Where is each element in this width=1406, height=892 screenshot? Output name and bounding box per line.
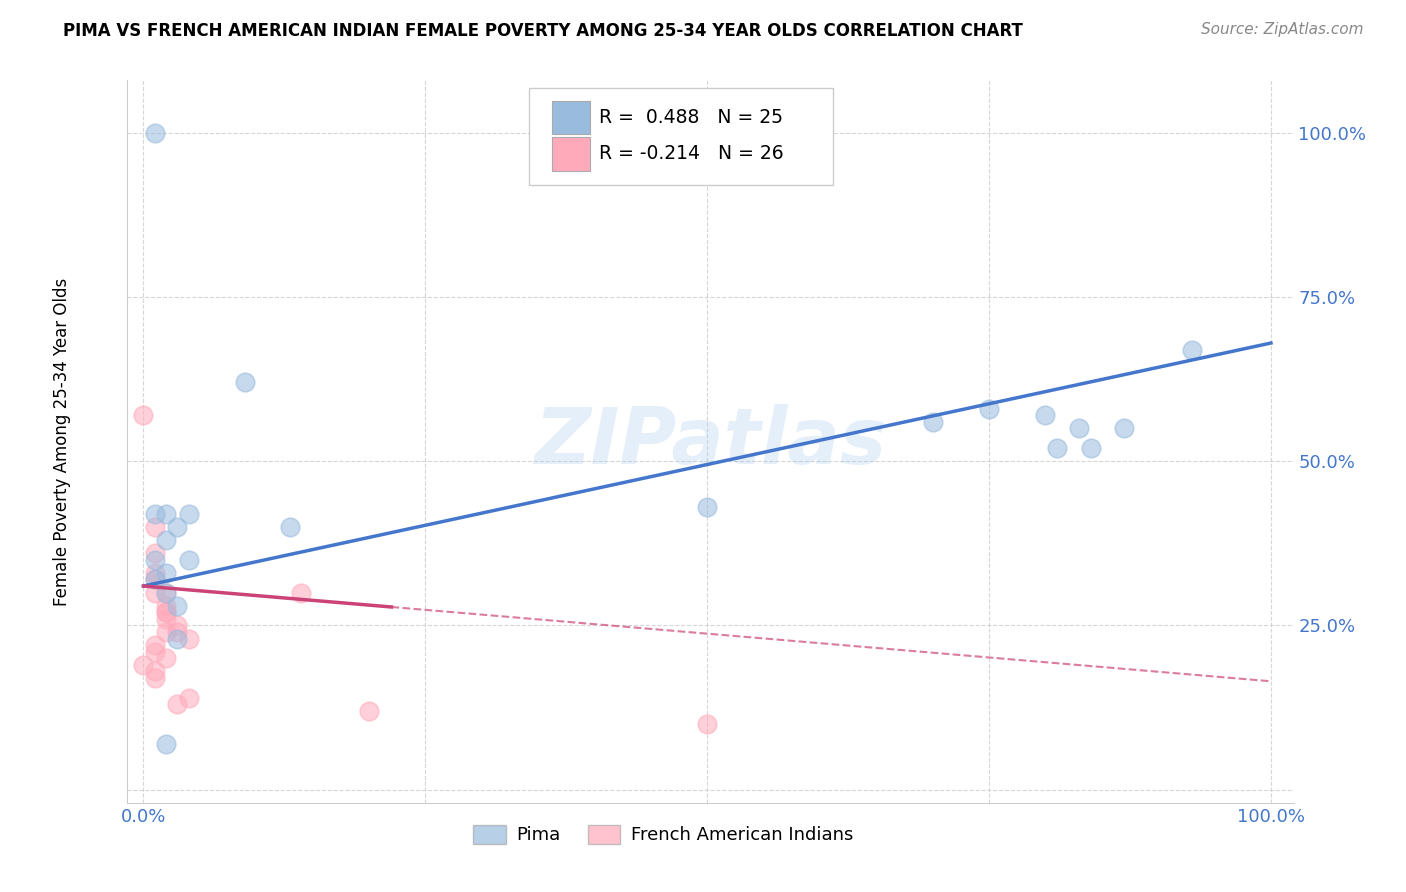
Point xyxy=(921,415,943,429)
FancyBboxPatch shape xyxy=(529,87,832,185)
Text: R = -0.214   N = 26: R = -0.214 N = 26 xyxy=(599,145,783,163)
Text: ZIPatlas: ZIPatlas xyxy=(534,403,886,480)
Point xyxy=(177,690,200,705)
FancyBboxPatch shape xyxy=(553,137,591,170)
Point xyxy=(132,657,155,672)
Point xyxy=(143,573,166,587)
Point xyxy=(132,409,155,423)
Point xyxy=(177,507,200,521)
Point xyxy=(143,665,166,679)
Point xyxy=(155,625,177,640)
Point xyxy=(177,632,200,646)
Point xyxy=(1181,343,1204,357)
Point xyxy=(977,401,1000,416)
Point xyxy=(143,546,166,560)
Point xyxy=(177,553,200,567)
Point xyxy=(166,599,188,613)
Point xyxy=(1035,409,1057,423)
Point xyxy=(143,573,166,587)
Legend: Pima, French American Indians: Pima, French American Indians xyxy=(465,818,860,852)
Point xyxy=(278,520,301,534)
Point xyxy=(155,585,177,599)
Point xyxy=(155,599,177,613)
Point xyxy=(696,500,718,515)
Point xyxy=(143,553,166,567)
Point xyxy=(155,605,177,619)
Point xyxy=(1114,421,1136,435)
Point xyxy=(166,625,188,640)
Point xyxy=(143,585,166,599)
Point xyxy=(143,507,166,521)
FancyBboxPatch shape xyxy=(553,101,591,135)
Text: Source: ZipAtlas.com: Source: ZipAtlas.com xyxy=(1201,22,1364,37)
Point xyxy=(696,717,718,731)
Point xyxy=(143,126,166,140)
Point xyxy=(143,638,166,652)
Point xyxy=(1080,441,1102,455)
Point xyxy=(155,566,177,580)
Point xyxy=(143,566,166,580)
Point xyxy=(155,737,177,751)
Point xyxy=(143,671,166,685)
Point xyxy=(166,632,188,646)
Point xyxy=(1046,441,1069,455)
Text: R =  0.488   N = 25: R = 0.488 N = 25 xyxy=(599,108,783,128)
Point xyxy=(290,585,312,599)
Point xyxy=(143,520,166,534)
Point xyxy=(357,704,380,718)
Point xyxy=(155,533,177,547)
Point xyxy=(233,376,256,390)
Point xyxy=(155,507,177,521)
Point xyxy=(155,612,177,626)
Point xyxy=(155,585,177,599)
Point xyxy=(155,605,177,619)
Point xyxy=(166,618,188,632)
Point xyxy=(155,651,177,665)
Point xyxy=(143,645,166,659)
Text: PIMA VS FRENCH AMERICAN INDIAN FEMALE POVERTY AMONG 25-34 YEAR OLDS CORRELATION : PIMA VS FRENCH AMERICAN INDIAN FEMALE PO… xyxy=(63,22,1024,40)
Point xyxy=(166,520,188,534)
Text: Female Poverty Among 25-34 Year Olds: Female Poverty Among 25-34 Year Olds xyxy=(53,277,72,606)
Point xyxy=(166,698,188,712)
Point xyxy=(1069,421,1091,435)
